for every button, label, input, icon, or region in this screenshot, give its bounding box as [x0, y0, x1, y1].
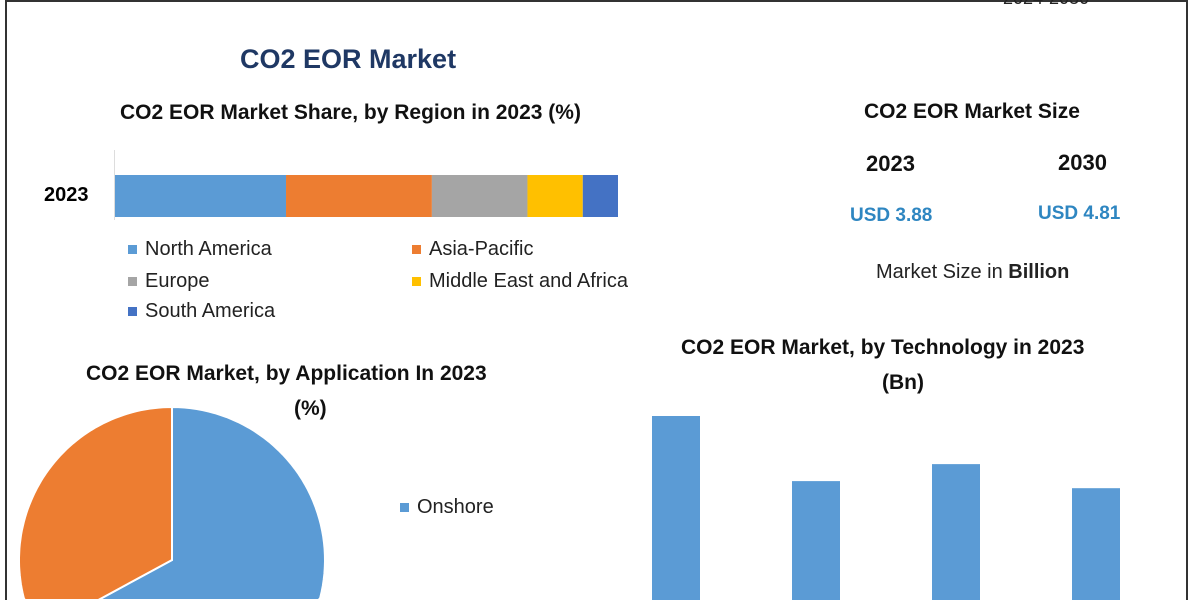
legend-swatch — [412, 245, 421, 254]
legend-label: Asia-Pacific — [429, 238, 534, 260]
market-size-unit: Market Size in Billion — [876, 261, 1069, 284]
region-chart-title: CO2 EOR Market Share, by Region in 2023 … — [120, 101, 581, 124]
pie-slice-other — [18, 405, 173, 600]
bar-segment-europe — [431, 175, 528, 217]
bar-segment-north-america — [115, 175, 287, 217]
market-size-year-2030: 2030 — [1058, 150, 1107, 175]
forecast-period: 2024-2030 — [1003, 0, 1089, 9]
legend-item: North America — [128, 238, 272, 261]
legend-swatch — [128, 245, 137, 254]
market-size-title: CO2 EOR Market Size — [864, 100, 1080, 123]
legend-label: Europe — [145, 270, 210, 292]
market-size-year-2023: 2023 — [866, 151, 915, 176]
market-size-unit-prefix: Market Size in — [876, 261, 1009, 283]
legend-swatch — [400, 503, 409, 512]
pie-slice-onshore — [97, 405, 327, 600]
legend-item: Asia-Pacific — [412, 238, 533, 261]
legend-item: Middle East and Africa — [412, 270, 628, 293]
legend-swatch — [128, 307, 137, 316]
application-chart-title: CO2 EOR Market, by Application In 2023 — [86, 362, 487, 385]
page-title: CO2 EOR Market — [240, 44, 457, 74]
region-axis — [114, 150, 115, 220]
legend-label: North America — [145, 238, 272, 260]
market-size-unit-value: Billion — [1008, 261, 1070, 283]
bar-segment-middle-east-and-africa — [527, 175, 583, 217]
legend-item-onshore: Onshore — [400, 496, 494, 519]
technology-bar-4 — [1072, 488, 1120, 600]
bar-segment-south-america — [582, 175, 618, 217]
technology-chart-subtitle: (Bn) — [882, 371, 924, 394]
legend-swatch — [128, 277, 137, 286]
legend-label: Onshore — [417, 496, 494, 518]
infographic-frame — [5, 0, 1188, 600]
technology-bar-2 — [792, 481, 840, 600]
application-chart-subtitle: (%) — [294, 397, 327, 420]
technology-bar-1 — [652, 416, 700, 600]
legend-label: South America — [145, 300, 276, 322]
technology-chart-title: CO2 EOR Market, by Technology in 2023 — [681, 336, 1085, 359]
legend-item: South America — [128, 300, 275, 323]
legend-swatch — [412, 277, 421, 286]
market-size-value-2030: USD 4.81 — [1038, 203, 1121, 224]
region-chart-category: 2023 — [44, 184, 89, 206]
bar-segment-asia-pacific — [286, 175, 432, 217]
technology-bar-3 — [932, 464, 980, 600]
legend-label: Middle East and Africa — [429, 270, 628, 292]
legend-item: Europe — [128, 270, 210, 293]
market-size-value-2023: USD 3.88 — [850, 205, 933, 226]
